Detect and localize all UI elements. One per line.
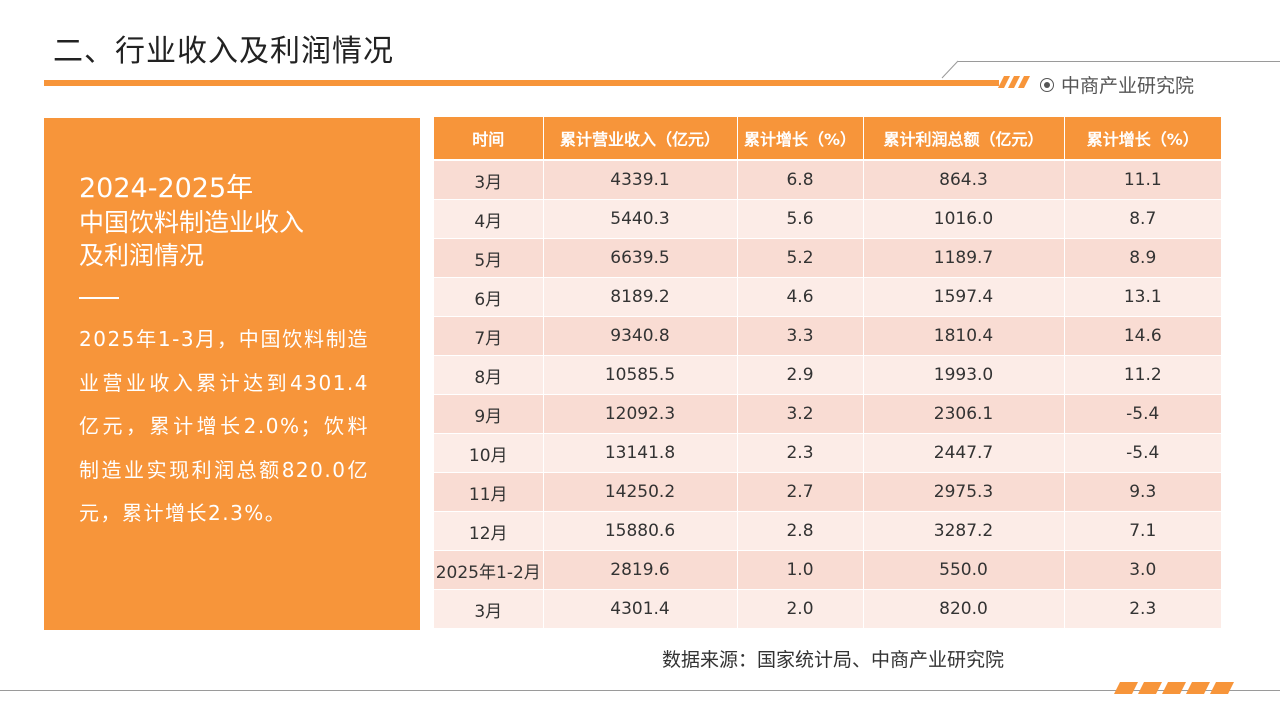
table-cell: 13141.8 bbox=[543, 433, 738, 473]
table-cell: 2.8 bbox=[737, 511, 864, 551]
table-cell: 1810.4 bbox=[863, 316, 1065, 356]
table-cell: 12月 bbox=[434, 511, 544, 551]
table-cell: 10月 bbox=[434, 433, 544, 473]
table-row: 11月 14250.2 2.7 2975.3 9.3 bbox=[434, 472, 1221, 512]
panel-subtitle-line: 及利润情况 bbox=[79, 241, 205, 270]
table-cell: 2.9 bbox=[737, 355, 864, 395]
panel-subtitle-line: 中国饮料制造业收入 bbox=[79, 208, 305, 237]
table-cell: 9.3 bbox=[1064, 472, 1221, 512]
table-row: 8月 10585.5 2.9 1993.0 11.2 bbox=[434, 355, 1221, 395]
table-cell: 2306.1 bbox=[863, 394, 1065, 434]
table-row: 9月 12092.3 3.2 2306.1 -5.4 bbox=[434, 394, 1221, 434]
table-cell: 9月 bbox=[434, 394, 544, 434]
table-row: 10月 13141.8 2.3 2447.7 -5.4 bbox=[434, 433, 1221, 473]
table-cell: 6.8 bbox=[737, 160, 864, 200]
page-title: 二、行业收入及利润情况 bbox=[53, 34, 394, 69]
target-circle-icon bbox=[1040, 77, 1054, 92]
table-cell: 5.6 bbox=[737, 199, 864, 239]
table-cell: 2.3 bbox=[1064, 589, 1221, 629]
table-cell: 1597.4 bbox=[863, 277, 1065, 317]
table-cell: 1016.0 bbox=[863, 199, 1065, 239]
table-row: 6月 8189.2 4.6 1597.4 13.1 bbox=[434, 277, 1221, 317]
table-cell: -5.4 bbox=[1064, 433, 1221, 473]
table-cell: 10585.5 bbox=[543, 355, 738, 395]
table-cell: 2025年1-2月 bbox=[434, 550, 544, 590]
table-cell: 2.0 bbox=[737, 589, 864, 629]
table-cell: 2.3 bbox=[737, 433, 864, 473]
table-cell: -5.4 bbox=[1064, 394, 1221, 434]
title-underline bbox=[44, 80, 999, 86]
table-cell: 3287.2 bbox=[863, 511, 1065, 551]
table-cell: 1993.0 bbox=[863, 355, 1065, 395]
table-cell: 9340.8 bbox=[543, 316, 738, 356]
table-cell: 8189.2 bbox=[543, 277, 738, 317]
table-cell: 4.6 bbox=[737, 277, 864, 317]
table-cell: 14.6 bbox=[1064, 316, 1221, 356]
header-thin-line bbox=[958, 61, 1280, 62]
table-body: 3月 4339.1 6.8 864.3 11.1 4月 5440.3 5.6 1016.0 8.7… bbox=[434, 160, 1221, 629]
table-cell: 864.3 bbox=[863, 160, 1065, 200]
panel-body-text: 2025年1-3月，中国饮料制造业营业收入累计达到4301.4亿元，累计增长2.… bbox=[79, 327, 369, 525]
table-cell: 4301.4 bbox=[543, 589, 738, 629]
column-header: 累计营业收入（亿元） bbox=[543, 117, 738, 161]
table-cell: 3.2 bbox=[737, 394, 864, 434]
panel-divider bbox=[79, 297, 119, 299]
slash-stripes-decoration bbox=[998, 76, 1030, 88]
column-header: 累计增长（%） bbox=[737, 117, 864, 161]
table-cell: 1.0 bbox=[737, 550, 864, 590]
table-cell: 2819.6 bbox=[543, 550, 738, 590]
table-row: 2025年1-2月 2819.6 1.0 550.0 3.0 bbox=[434, 550, 1221, 590]
table-cell: 3月 bbox=[434, 160, 544, 200]
table-row: 4月 5440.3 5.6 1016.0 8.7 bbox=[434, 199, 1221, 239]
column-header: 时间 bbox=[434, 117, 544, 161]
table-cell: 2447.7 bbox=[863, 433, 1065, 473]
summary-panel: 2024-2025年 中国饮料制造业收入 及利润情况 2025年1-3月，中国饮… bbox=[44, 118, 420, 630]
panel-subtitle: 中国饮料制造业收入 及利润情况 bbox=[79, 206, 379, 272]
table-cell: 12092.3 bbox=[543, 394, 738, 434]
brand-logo: 中商产业研究院 bbox=[1040, 71, 1194, 98]
table-row: 3月 4301.4 2.0 820.0 2.3 bbox=[434, 589, 1221, 629]
table-row: 5月 6639.5 5.2 1189.7 8.9 bbox=[434, 238, 1221, 278]
table-header-row: 时间 累计营业收入（亿元） 累计增长（%） 累计利润总额（亿元） 累计增长（%） bbox=[434, 117, 1221, 161]
table-cell: 3月 bbox=[434, 589, 544, 629]
table-cell: 5.2 bbox=[737, 238, 864, 278]
table-cell: 8.9 bbox=[1064, 238, 1221, 278]
table-cell: 5440.3 bbox=[543, 199, 738, 239]
table-cell: 8月 bbox=[434, 355, 544, 395]
table-cell: 7月 bbox=[434, 316, 544, 356]
footer-stripes-decoration bbox=[1114, 682, 1234, 694]
column-header: 累计增长（%） bbox=[1064, 117, 1221, 161]
table-cell: 5月 bbox=[434, 238, 544, 278]
table-row: 12月 15880.6 2.8 3287.2 7.1 bbox=[434, 511, 1221, 551]
table-cell: 2.7 bbox=[737, 472, 864, 512]
table-cell: 11.1 bbox=[1064, 160, 1221, 200]
table-cell: 820.0 bbox=[863, 589, 1065, 629]
table-row: 7月 9340.8 3.3 1810.4 14.6 bbox=[434, 316, 1221, 356]
corner-diagonal-line bbox=[941, 60, 959, 79]
table-cell: 1189.7 bbox=[863, 238, 1065, 278]
table-cell: 4339.1 bbox=[543, 160, 738, 200]
brand-name: 中商产业研究院 bbox=[1061, 75, 1195, 97]
table-cell: 14250.2 bbox=[543, 472, 738, 512]
table-cell: 6639.5 bbox=[543, 238, 738, 278]
data-source-note: 数据来源：国家统计局、中商产业研究院 bbox=[662, 649, 1005, 671]
panel-year-range: 2024-2025年 bbox=[79, 173, 254, 204]
table-cell: 8.7 bbox=[1064, 199, 1221, 239]
table-cell: 6月 bbox=[434, 277, 544, 317]
table-cell: 7.1 bbox=[1064, 511, 1221, 551]
table-row: 3月 4339.1 6.8 864.3 11.1 bbox=[434, 160, 1221, 200]
table-cell: 13.1 bbox=[1064, 277, 1221, 317]
table-cell: 2975.3 bbox=[863, 472, 1065, 512]
revenue-profit-table: 时间 累计营业收入（亿元） 累计增长（%） 累计利润总额（亿元） 累计增长（%）… bbox=[434, 117, 1221, 629]
table-cell: 550.0 bbox=[863, 550, 1065, 590]
table-cell: 4月 bbox=[434, 199, 544, 239]
table-cell: 15880.6 bbox=[543, 511, 738, 551]
table-cell: 11月 bbox=[434, 472, 544, 512]
footer-line bbox=[0, 690, 1280, 691]
column-header: 累计利润总额（亿元） bbox=[863, 117, 1065, 161]
table-cell: 3.0 bbox=[1064, 550, 1221, 590]
table-cell: 11.2 bbox=[1064, 355, 1221, 395]
table-cell: 3.3 bbox=[737, 316, 864, 356]
